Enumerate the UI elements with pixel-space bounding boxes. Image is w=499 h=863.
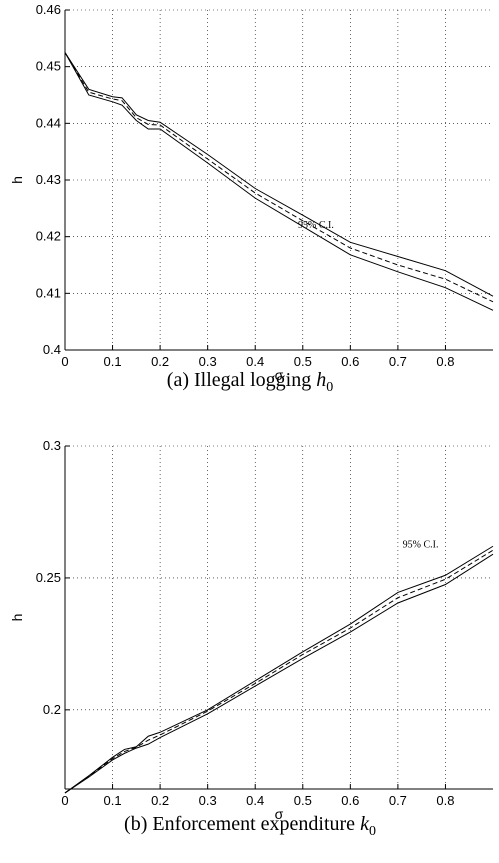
caption-variable: k — [360, 813, 370, 835]
x-tick-label: 0.5 — [294, 793, 312, 808]
y-tick-label: 0.4 — [43, 342, 61, 357]
x-tick-label: 0.8 — [436, 793, 454, 808]
y-axis-label: h — [9, 614, 25, 622]
x-tick-label: 0 — [61, 354, 68, 369]
y-axis-label: h — [9, 176, 25, 184]
x-tick-label: 0.3 — [199, 793, 217, 808]
series-line-upper-ci — [64, 545, 494, 794]
x-tick-label: 0.6 — [341, 354, 359, 369]
x-tick-label: 0.1 — [104, 793, 122, 808]
caption-variable: h — [316, 369, 326, 391]
y-tick-label: 0.42 — [36, 229, 61, 244]
x-tick-label: 0.7 — [389, 793, 407, 808]
figure-caption: (a) Illegal logging h0 — [167, 369, 333, 395]
series-line-lower-ci — [64, 553, 494, 794]
y-tick-label: 0.2 — [43, 702, 61, 717]
annotation-ci: 95% C.I. — [403, 540, 439, 551]
x-tick-label: 0.3 — [199, 354, 217, 369]
caption-text: (b) Enforcement expenditure — [124, 813, 360, 835]
x-tick-label: 0.4 — [246, 354, 264, 369]
y-tick-label: 0.41 — [36, 285, 61, 300]
x-tick-label: 0.6 — [341, 793, 359, 808]
x-tick-label: 0.4 — [246, 793, 264, 808]
series-line-upper-ci — [64, 52, 494, 297]
y-tick-label: 0.3 — [43, 438, 61, 453]
caption-text: (a) Illegal logging — [167, 369, 316, 391]
x-tick-label: 0.8 — [436, 354, 454, 369]
x-tick-label: 0 — [61, 793, 68, 808]
x-tick-label: 0.2 — [151, 354, 169, 369]
series-line-mean — [64, 549, 494, 794]
annotation-ci: 95% C.I. — [298, 220, 334, 231]
series-line-lower-ci — [64, 52, 494, 311]
caption-subscript: 0 — [326, 380, 333, 395]
x-tick-label: 0.1 — [104, 354, 122, 369]
x-tick-label: 0.5 — [294, 354, 312, 369]
x-axis-label: σ — [275, 806, 284, 822]
series-line-mean — [64, 52, 494, 303]
x-axis-label: σ — [275, 367, 284, 383]
x-tick-label: 0.2 — [151, 793, 169, 808]
figure-caption: (b) Enforcement expenditure k0 — [124, 813, 376, 839]
y-tick-label: 0.46 — [36, 2, 61, 17]
y-tick-label: 0.44 — [36, 115, 61, 130]
x-tick-label: 0.7 — [389, 354, 407, 369]
caption-subscript: 0 — [369, 824, 376, 839]
y-tick-label: 0.45 — [36, 59, 61, 74]
chart-enforcement-expenditure: 0.2 0.25 0.3 0 0.1 0.2 0.3 0.4 0.5 0.6 0.7 0.8 σ h 95%… — [9, 438, 494, 839]
y-tick-label: 0.25 — [36, 570, 61, 585]
y-tick-label: 0.43 — [36, 172, 61, 187]
chart-illegal-logging: 0.4 0.41 0.42 0.43 0.44 0.45 0.46 0 0.1 0.2 0.3 0.4… — [9, 2, 494, 395]
